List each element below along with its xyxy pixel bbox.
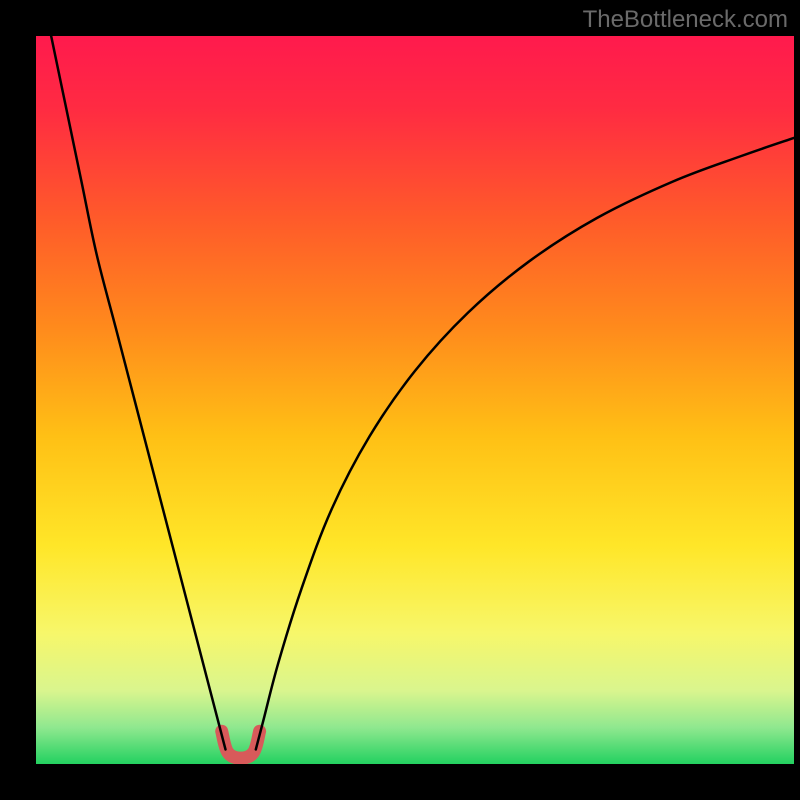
plot-svg (36, 36, 794, 764)
watermark-text: TheBottleneck.com (583, 6, 788, 34)
plot-background (36, 36, 794, 764)
plot-area (36, 36, 794, 764)
